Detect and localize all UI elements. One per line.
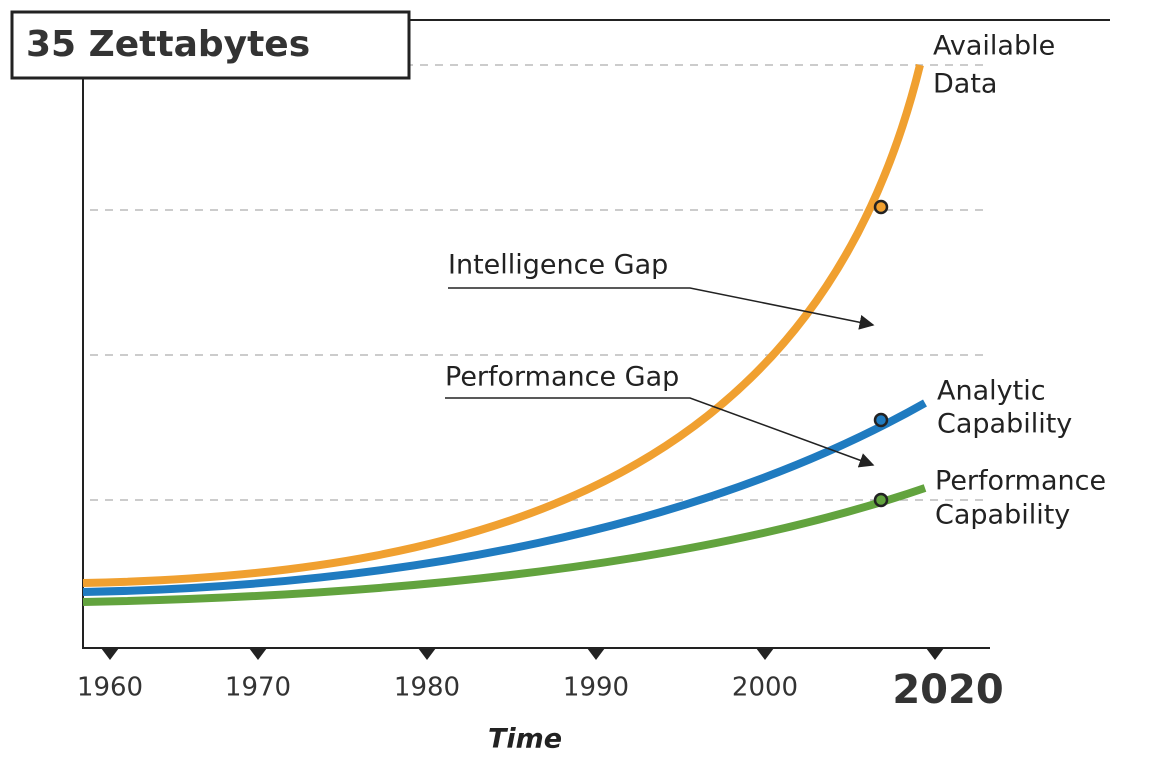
curve-label: Analytic — [937, 376, 1046, 407]
data-curve — [82, 64, 924, 587]
annotation: Performance Gap — [445, 362, 679, 393]
performance-curve — [82, 484, 927, 606]
curve-label: Capability — [937, 409, 1072, 440]
curve-label: Performance — [935, 466, 1106, 497]
gap-points — [873, 199, 889, 508]
tick-marks — [101, 648, 944, 660]
title-box — [10, 10, 411, 80]
title: 35 Zettabytes — [26, 24, 310, 65]
x-tick-label: 1980 — [394, 673, 460, 703]
x-tick-label: 2020 — [892, 667, 1003, 713]
annotation: Intelligence Gap — [448, 250, 668, 281]
curve-label: Available — [933, 31, 1055, 62]
x-tick-label: 1960 — [77, 673, 143, 703]
x-tick-label: 2000 — [732, 673, 798, 703]
x-axis-label: Time — [488, 724, 562, 755]
x-tick-label: 1990 — [563, 673, 629, 703]
curve-label: Data — [933, 69, 997, 100]
intelligence-arrow — [448, 287, 875, 330]
performance-arrow — [445, 397, 875, 468]
x-tick-label: 1970 — [225, 673, 291, 703]
curve-label: Capability — [935, 500, 1070, 531]
analytic-curve — [82, 399, 927, 596]
